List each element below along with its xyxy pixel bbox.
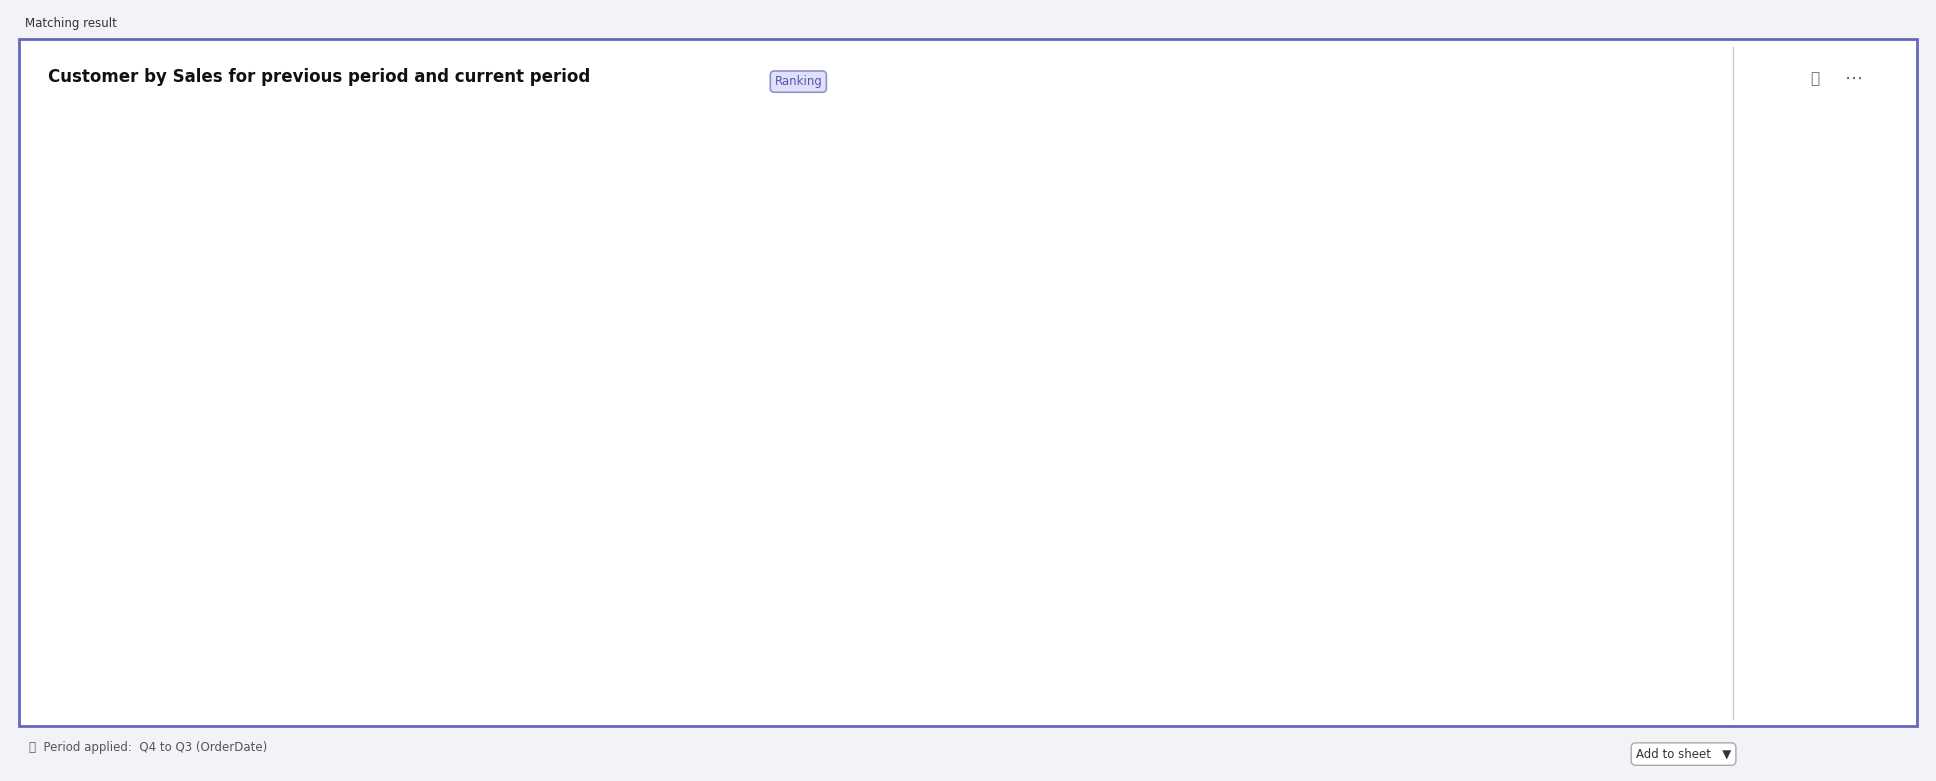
Text: ⛶: ⛶ — [1810, 72, 1820, 87]
Bar — [1737, 248, 1762, 273]
Text: ⓘ  Period applied:  Q4 to Q3 (OrderDate): ⓘ Period applied: Q4 to Q3 (OrderDate) — [29, 741, 267, 754]
Bar — [184, 562, 447, 597]
Bar — [1737, 330, 1770, 355]
Text: Matching result: Matching result — [25, 17, 116, 30]
X-axis label: Sales current period, Sales previous period: Sales current period, Sales previous per… — [823, 705, 1094, 718]
Bar — [184, 200, 459, 235]
Bar — [1737, 452, 1764, 477]
Text: Customer by Sales for previous period and current period: Customer by Sales for previous period an… — [48, 68, 590, 86]
Text: ⋯: ⋯ — [1845, 70, 1862, 87]
Text: 6.5k: 6.5k — [480, 440, 503, 450]
Text: 6.2k: 6.2k — [467, 212, 490, 223]
Bar — [1737, 575, 1762, 601]
Text: 3.67k: 3.67k — [354, 347, 385, 356]
Text: Ranking: Ranking — [774, 75, 823, 88]
Bar — [184, 159, 567, 195]
Y-axis label: Customer: Customer — [91, 368, 105, 429]
Text: 5.95k: 5.95k — [455, 574, 486, 584]
Text: 34.29k: 34.29k — [1709, 480, 1748, 490]
Bar — [1737, 207, 1773, 232]
Text: 7.92k: 7.92k — [542, 306, 573, 316]
Text: Add to sheet   ▼: Add to sheet ▼ — [1636, 747, 1731, 761]
Bar — [184, 333, 347, 369]
Bar — [184, 294, 534, 329]
Text: 8.67k: 8.67k — [575, 173, 606, 183]
Bar — [1737, 493, 1878, 519]
Bar — [184, 468, 1702, 503]
Bar — [184, 427, 472, 463]
Bar — [1737, 370, 1752, 396]
